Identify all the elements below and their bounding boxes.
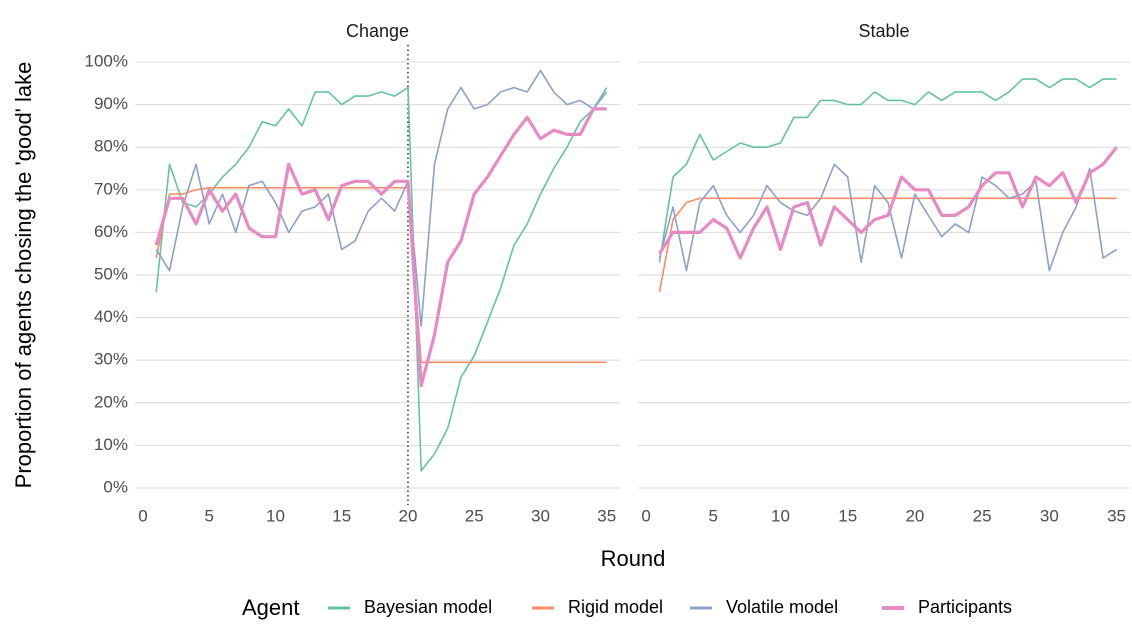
series-line xyxy=(658,146,1118,260)
y-tick-label: 50% xyxy=(94,264,128,283)
x-tick-label: 10 xyxy=(266,506,285,525)
y-tick-label: 90% xyxy=(94,94,128,113)
series-line xyxy=(658,163,1118,272)
legend-label: Volatile model xyxy=(726,597,838,617)
x-tick-label: 20 xyxy=(399,506,418,525)
series-line xyxy=(658,197,1117,293)
x-tick-label: 15 xyxy=(838,506,857,525)
x-tick-label: 35 xyxy=(1107,506,1126,525)
y-tick-label: 100% xyxy=(85,52,128,71)
y-tick-label: 20% xyxy=(94,392,128,411)
y-tick-label: 70% xyxy=(94,179,128,198)
series-line xyxy=(155,86,608,472)
panel-title: Stable xyxy=(858,21,909,41)
x-tick-label: 25 xyxy=(465,506,484,525)
x-tick-label: 30 xyxy=(1040,506,1059,525)
series-line xyxy=(154,107,607,388)
series-line xyxy=(155,186,607,364)
legend-label: Bayesian model xyxy=(364,597,492,617)
x-tick-label: 0 xyxy=(138,506,147,525)
series-line xyxy=(658,78,1117,263)
y-axis-label: Proportion of agents chosing the 'good' … xyxy=(11,62,36,489)
y-tick-label: 60% xyxy=(94,222,128,241)
y-tick-label: 40% xyxy=(94,307,128,326)
y-tick-label: 0% xyxy=(103,477,128,496)
x-tick-label: 35 xyxy=(597,506,616,525)
legend-label: Participants xyxy=(918,597,1012,617)
y-tick-label: 10% xyxy=(94,435,128,454)
series-line xyxy=(155,69,608,327)
y-tick-label: 30% xyxy=(94,350,128,369)
x-tick-label: 15 xyxy=(332,506,351,525)
legend-label: Rigid model xyxy=(568,597,663,617)
x-tick-label: 0 xyxy=(641,506,650,525)
y-tick-label: 80% xyxy=(94,137,128,156)
legend-title: Agent xyxy=(242,595,300,620)
x-tick-label: 25 xyxy=(973,506,992,525)
panel-title: Change xyxy=(346,21,409,41)
x-axis-label: Round xyxy=(601,546,666,571)
x-tick-label: 20 xyxy=(905,506,924,525)
x-tick-label: 30 xyxy=(531,506,550,525)
x-tick-label: 5 xyxy=(204,506,213,525)
x-tick-label: 5 xyxy=(709,506,718,525)
x-tick-label: 10 xyxy=(771,506,790,525)
